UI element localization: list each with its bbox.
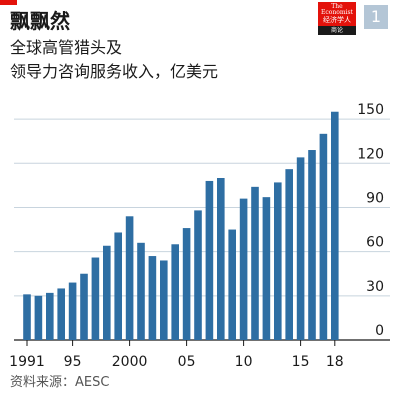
bar	[171, 244, 179, 340]
bar	[103, 245, 111, 340]
subtitle-line-1: 全球高管猎头及	[10, 38, 123, 57]
bar	[68, 282, 77, 340]
x-tick-label: 10	[235, 354, 253, 370]
bar	[46, 292, 54, 340]
bar	[34, 295, 43, 340]
x-tick-label: 95	[64, 354, 82, 370]
bar	[239, 198, 248, 340]
bar	[160, 260, 168, 340]
bar	[331, 111, 339, 340]
bar	[80, 273, 88, 340]
bar	[114, 232, 122, 340]
chart-subtitle: 全球高管猎头及 领导力咨询服务收入，亿美元	[10, 36, 218, 84]
x-tick-label: 15	[292, 354, 310, 370]
x-tick-label: 18	[326, 354, 344, 370]
y-tick-label: 60	[366, 235, 384, 251]
bar	[274, 182, 282, 340]
y-tick-label: 90	[366, 190, 384, 206]
bar	[182, 228, 191, 340]
bar	[285, 169, 293, 340]
brand-accent-tab	[0, 0, 17, 5]
x-tick-label: 1991	[9, 354, 45, 370]
logo-text-zh2: 商论	[318, 26, 356, 35]
bar	[57, 288, 65, 340]
source-note: 资料来源：AESC	[10, 375, 110, 390]
bar	[194, 210, 202, 340]
logo-text-zh: 经济学人	[323, 16, 351, 24]
bar	[137, 242, 145, 340]
bar	[23, 294, 31, 340]
bar	[251, 186, 259, 340]
bar	[296, 157, 305, 340]
logo-text-en: The Economist	[321, 3, 353, 16]
subtitle-line-2: 领导力咨询服务收入，亿美元	[10, 62, 219, 81]
bar	[319, 133, 328, 340]
bar	[262, 197, 271, 340]
bar	[205, 180, 214, 340]
economist-logo: The Economist 经济学人 商论	[318, 2, 356, 35]
bar	[91, 257, 100, 340]
y-tick-label: 0	[375, 323, 384, 339]
y-tick-label: 150	[357, 102, 384, 118]
chart-number-badge: 1	[364, 5, 388, 29]
bar	[217, 178, 225, 340]
y-tick-label: 30	[366, 279, 384, 295]
x-tick-label: 2000	[112, 354, 148, 370]
x-tick-label: 05	[178, 354, 196, 370]
y-tick-label: 120	[357, 146, 384, 162]
chart-title: 飘飘然	[10, 9, 70, 33]
bar	[148, 256, 157, 340]
bar	[125, 216, 134, 340]
bar	[228, 229, 236, 340]
bar	[308, 150, 316, 340]
